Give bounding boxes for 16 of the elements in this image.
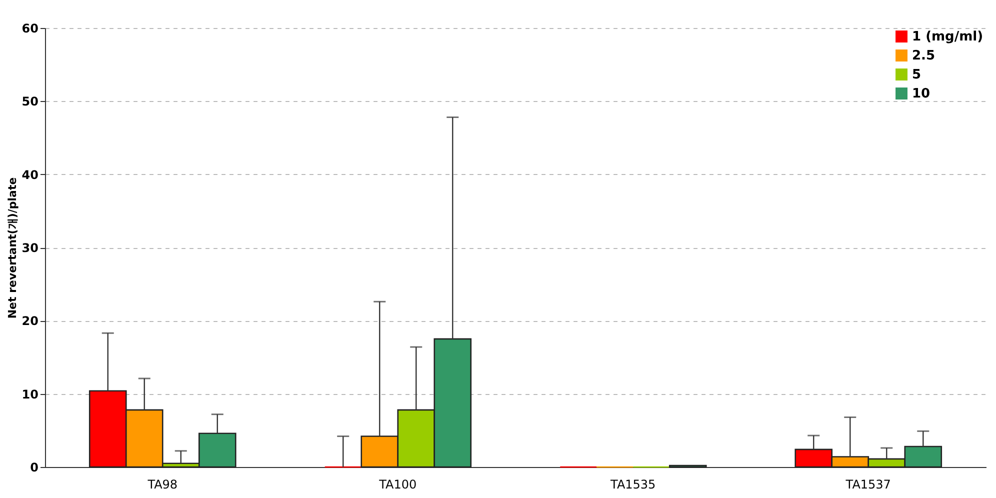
legend-label: 2.5 xyxy=(912,48,936,64)
x-tick-label: TA98 xyxy=(146,478,178,492)
y-tick-label: 60 xyxy=(22,22,38,36)
x-tick-label: TA1537 xyxy=(844,478,891,492)
legend-label: 10 xyxy=(912,86,930,102)
y-axis-title: Net revertant(개)/plate xyxy=(6,177,19,319)
x-tick-label: TA100 xyxy=(378,478,417,492)
x-tick-label: TA1535 xyxy=(610,478,656,492)
y-tick-label: 20 xyxy=(22,314,38,328)
y-tick-label: 40 xyxy=(22,168,38,182)
y-tick-label: 0 xyxy=(30,460,38,474)
legend-label: 1 (mg/ml) xyxy=(912,30,984,44)
y-tick-label: 50 xyxy=(22,94,38,109)
y-tick-label: 10 xyxy=(22,387,38,402)
legend-label: 5 xyxy=(912,68,922,82)
y-tick-label: 30 xyxy=(22,241,38,255)
